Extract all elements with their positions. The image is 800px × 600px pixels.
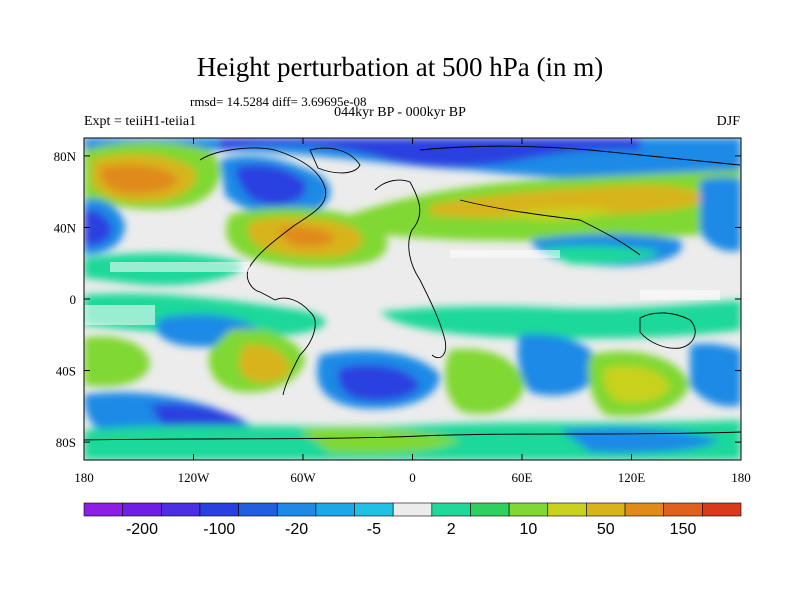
y-tick-label: 80S xyxy=(56,435,76,450)
x-tick-label: 60E xyxy=(512,470,533,485)
x-tick-label: 120W xyxy=(178,470,211,485)
y-tick-label: 0 xyxy=(70,292,77,307)
stats-label: rmsd= 14.5284 diff= 3.69695e-08 xyxy=(190,94,367,109)
colorbar-swatch xyxy=(508,502,549,517)
y-tick-label: 40N xyxy=(54,220,77,235)
colorbar-swatch xyxy=(276,502,317,517)
contour-field xyxy=(84,138,741,460)
y-tick-label: 80N xyxy=(54,149,77,164)
colorbar-swatch xyxy=(392,502,433,517)
x-tick-label: 0 xyxy=(409,470,416,485)
colorbar-swatch xyxy=(470,502,510,517)
y-tick-label: 40S xyxy=(56,364,76,379)
x-axis-ticks: 180 120W 60W 0 60E 120E 180 xyxy=(74,138,751,485)
colorbar-label: 2 xyxy=(447,521,456,538)
colorbar-label: -100 xyxy=(203,521,235,538)
colorbar: -200 -100 -20 -5 2 10 50 150 xyxy=(83,502,742,538)
x-tick-label: 60W xyxy=(290,470,316,485)
colorbar-swatch xyxy=(663,502,703,517)
x-tick-label: 180 xyxy=(74,470,94,485)
colorbar-swatch xyxy=(315,502,355,517)
season-label: DJF xyxy=(716,114,740,129)
x-tick-label: 120E xyxy=(618,470,646,485)
y-axis-ticks: 80N 40N 0 40S 80S xyxy=(54,149,741,450)
colorbar-swatch xyxy=(354,502,394,517)
coastlines xyxy=(84,145,741,441)
colorbar-swatch xyxy=(624,502,665,517)
colorbar-swatch xyxy=(586,502,626,517)
colorbar-label: -5 xyxy=(367,521,381,538)
colorbar-label: -200 xyxy=(126,521,158,538)
colorbar-swatch xyxy=(547,502,587,517)
experiment-label: Expt = teiiH1-teiia1 xyxy=(84,114,197,129)
colorbar-label: 150 xyxy=(670,521,697,538)
x-tick-label: 180 xyxy=(731,470,751,485)
colorbar-swatch xyxy=(238,502,278,517)
colorbar-label: 50 xyxy=(597,521,615,538)
colorbar-label: 10 xyxy=(520,521,538,538)
colorbar-label: -20 xyxy=(285,521,308,538)
plot-title: Height perturbation at 500 hPa (in m) xyxy=(196,52,604,82)
colorbar-swatch xyxy=(199,502,239,517)
colorbar-swatch xyxy=(122,502,162,517)
period-label: 044kyr BP - 000kyr BP xyxy=(334,105,466,120)
colorbar-swatch xyxy=(702,502,742,517)
colorbar-swatch xyxy=(431,502,471,517)
stipple-overlay xyxy=(85,250,720,325)
colorbar-swatch xyxy=(160,502,201,517)
colorbar-swatch xyxy=(83,502,123,517)
